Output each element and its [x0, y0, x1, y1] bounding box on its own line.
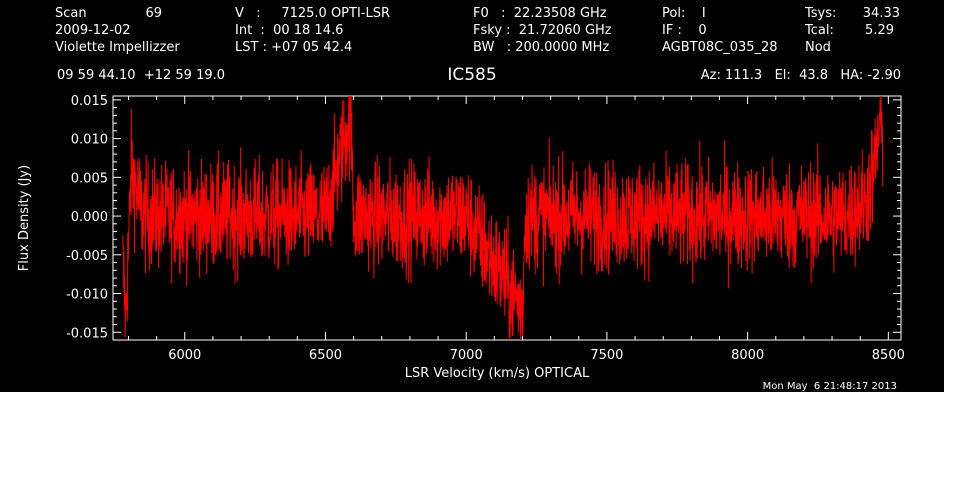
plot-window: Scan 69 2009-12-02 Violette Impellizzer … — [0, 0, 944, 392]
spectrum-plot: Scan 69 2009-12-02 Violette Impellizzer … — [17, 6, 905, 392]
y-tick-label: -0.005 — [66, 249, 108, 264]
x-tick-labels: 6000 6500 7000 7500 8000 8500 — [168, 348, 905, 363]
y-tick-labels: -0.015 -0.010 -0.005 0.000 0.005 0.010 0.015 — [66, 94, 108, 341]
if-line: IF : 0 — [662, 23, 707, 38]
y-axis-title: Flux Density (Jy) — [17, 165, 32, 271]
y-tick-label: 0.015 — [71, 94, 108, 109]
integration-line: Int : 00 18 14.6 — [235, 23, 343, 38]
source-name: IC585 — [447, 65, 496, 85]
x-tick-label: 6500 — [309, 348, 342, 363]
obs-date: 2009-12-02 — [55, 23, 131, 38]
tsys-label: Tsys: — [804, 6, 836, 21]
plot-timestamp: Mon May 6 21:48:17 2013 — [763, 381, 897, 392]
tsys-value: 34.33 — [863, 6, 900, 21]
rest-frequency-line: F0 : 22.23508 GHz — [473, 6, 607, 21]
lst-line: LST : +07 05 42.4 — [235, 40, 352, 55]
bandwidth-line: BW : 200.0000 MHz — [473, 40, 609, 55]
tcal-value: 5.29 — [865, 23, 894, 38]
coordinates: 09 59 44.10 +12 59 19.0 — [57, 68, 225, 83]
x-tick-label: 7000 — [450, 348, 483, 363]
observer-name: Violette Impellizzer — [55, 40, 180, 55]
x-axis-title: LSR Velocity (km/s) OPTICAL — [405, 366, 590, 381]
spectrum-trace — [122, 95, 884, 341]
axis-ticks — [113, 96, 901, 340]
tcal-label: Tcal: — [804, 23, 834, 38]
y-tick-label: 0.000 — [71, 210, 108, 225]
sky-frequency-line: Fsky : 21.72060 GHz — [473, 23, 612, 38]
switching-mode: Nod — [805, 40, 831, 55]
y-tick-label: 0.005 — [71, 171, 108, 186]
x-tick-label: 8500 — [872, 348, 905, 363]
y-tick-label: 0.010 — [71, 133, 108, 148]
y-tick-label: -0.010 — [66, 288, 108, 303]
polarization-line: Pol: I — [662, 6, 706, 21]
x-tick-label: 7500 — [590, 348, 623, 363]
scan-label: Scan — [55, 6, 87, 21]
x-tick-label: 6000 — [168, 348, 201, 363]
plot-frame — [112, 95, 902, 341]
project-id: AGBT08C_035_28 — [662, 40, 778, 55]
y-tick-label: -0.015 — [66, 326, 108, 341]
az-el-ha: Az: 111.3 El: 43.8 HA: -2.90 — [701, 68, 901, 83]
x-tick-label: 8000 — [731, 348, 764, 363]
velocity-line: V : 7125.0 OPTI-LSR — [235, 6, 390, 21]
scan-value: 69 — [145, 6, 162, 21]
